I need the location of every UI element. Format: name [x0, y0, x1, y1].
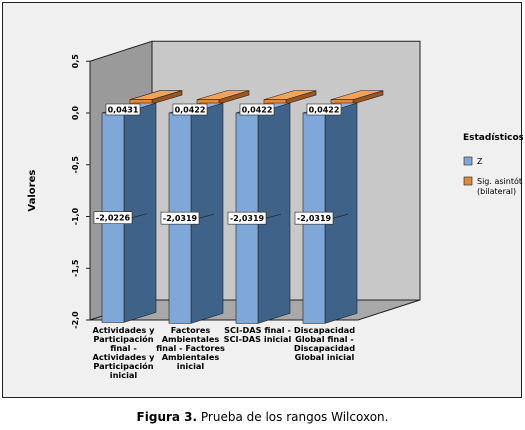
z-data-label-box: [93, 211, 133, 224]
z-data-label-box: [160, 211, 200, 225]
x-tick-label: Global inicial: [295, 352, 355, 362]
sig-data-label: 0,0431: [108, 106, 139, 115]
bar-chart: 0,5 0,0 -0,5 -1,0 -1,5 -2,0 Valores 0,0431 -2,02…: [27, 40, 523, 380]
x-tick-label: Global final -: [295, 334, 354, 344]
x-tick-label: Participación: [93, 334, 153, 344]
sig-data-label: 0,0422: [242, 106, 273, 115]
z-data-label: -2,0319: [297, 214, 332, 223]
z-data-label-box: [227, 211, 267, 225]
y-tick-label: -1,5: [71, 259, 80, 277]
z-label-leader: [265, 213, 282, 219]
sig-data-label: 0,0422: [175, 106, 206, 115]
z-data-label: -2,0319: [230, 214, 265, 223]
caption-label: Figura 3.: [136, 410, 198, 424]
x-tick-label: SCI-DAS inicial: [224, 334, 292, 344]
y-axis-title: Valores: [27, 170, 38, 212]
legend-label: Sig. asintót.: [477, 176, 523, 186]
legend-swatch: [463, 156, 473, 166]
x-tick-label: Participación: [93, 361, 153, 371]
x-tick-label: Actividades y: [93, 352, 156, 362]
y-tick-label: -1,0: [71, 207, 80, 225]
x-tick-label: Factores: [171, 325, 211, 335]
x-tick-label: final -: [110, 343, 136, 353]
x-tick-label: SCI-DAS final -: [224, 325, 291, 335]
z-data-label: -2,0226: [96, 214, 131, 223]
sig-data-label-box: [306, 103, 342, 116]
sig-data-label-box: [239, 103, 275, 116]
sig-data-label: 0,0422: [309, 106, 340, 115]
sig-data-label-box: [172, 103, 208, 116]
z-label-leader: [131, 213, 148, 218]
figure-caption: Figura 3. Prueba de los rangos Wilcoxon.: [0, 410, 525, 424]
x-tick-label: inicial: [177, 361, 205, 371]
z-data-label: -2,0319: [163, 214, 198, 223]
x-tick-label: Discapacidad: [294, 325, 355, 335]
x-tick-label: inicial: [110, 370, 138, 380]
y-tick-label: -2,0: [71, 311, 80, 329]
legend-swatch: [463, 176, 473, 186]
legend-label: Z: [477, 157, 483, 166]
z-label-leader: [198, 213, 215, 219]
y-tick-label: -0,5: [71, 156, 80, 174]
chart-frame: 0,5 0,0 -0,5 -1,0 -1,5 -2,0 Valores 0,0431 -2,02…: [2, 2, 523, 398]
x-tick-label: Discapacidad: [294, 343, 355, 353]
x-tick-label: Actividades y: [93, 325, 156, 335]
x-tick-label: Ambientales: [162, 352, 220, 362]
y-tick-label: 0,5: [71, 54, 80, 69]
z-data-label-box: [294, 211, 334, 225]
caption-text: Prueba de los rangos Wilcoxon.: [197, 410, 389, 424]
sig-data-label-box: [105, 103, 141, 116]
legend-title: Estadísticos: [463, 133, 523, 143]
x-tick-label: Ambientales: [162, 334, 220, 344]
legend-label: (bilateral): [477, 187, 516, 196]
y-tick-label: 0,0: [71, 105, 80, 120]
z-label-leader: [332, 213, 349, 219]
x-tick-label: final - Factores: [156, 343, 225, 353]
